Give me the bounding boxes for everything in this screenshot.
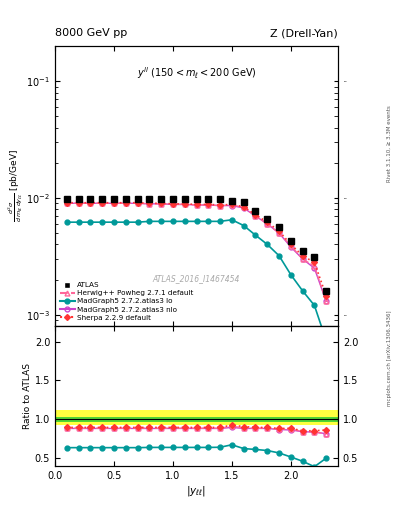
Text: 8000 GeV pp: 8000 GeV pp [55,28,127,38]
Text: ATLAS_2016_I1467454: ATLAS_2016_I1467454 [153,274,240,283]
Legend: ATLAS, Herwig++ Powheg 2.7.1 default, MadGraph5 2.7.2.atlas3 lo, MadGraph5 2.7.2: ATLAS, Herwig++ Powheg 2.7.1 default, Ma… [57,279,196,324]
Text: $y^{ll}\ (150 < m_{\ell} < 200\ \mathrm{GeV})$: $y^{ll}\ (150 < m_{\ell} < 200\ \mathrm{… [137,66,256,81]
X-axis label: $|y_{\ell\ell}|$: $|y_{\ell\ell}|$ [186,483,207,498]
Text: Rivet 3.1.10, ≥ 3.3M events: Rivet 3.1.10, ≥ 3.3M events [387,105,392,182]
Bar [55,410,338,425]
Y-axis label: $\frac{d^2\sigma}{d\,m_{\ell\ell}\,dy_{\ell\ell}}$ [pb/GeV]: $\frac{d^2\sigma}{d\,m_{\ell\ell}\,dy_{\… [6,150,25,223]
Bar [55,417,338,421]
Text: Z (Drell-Yan): Z (Drell-Yan) [270,28,338,38]
Text: mcplots.cern.ch [arXiv:1306.3436]: mcplots.cern.ch [arXiv:1306.3436] [387,311,392,406]
Y-axis label: Ratio to ATLAS: Ratio to ATLAS [23,363,32,429]
